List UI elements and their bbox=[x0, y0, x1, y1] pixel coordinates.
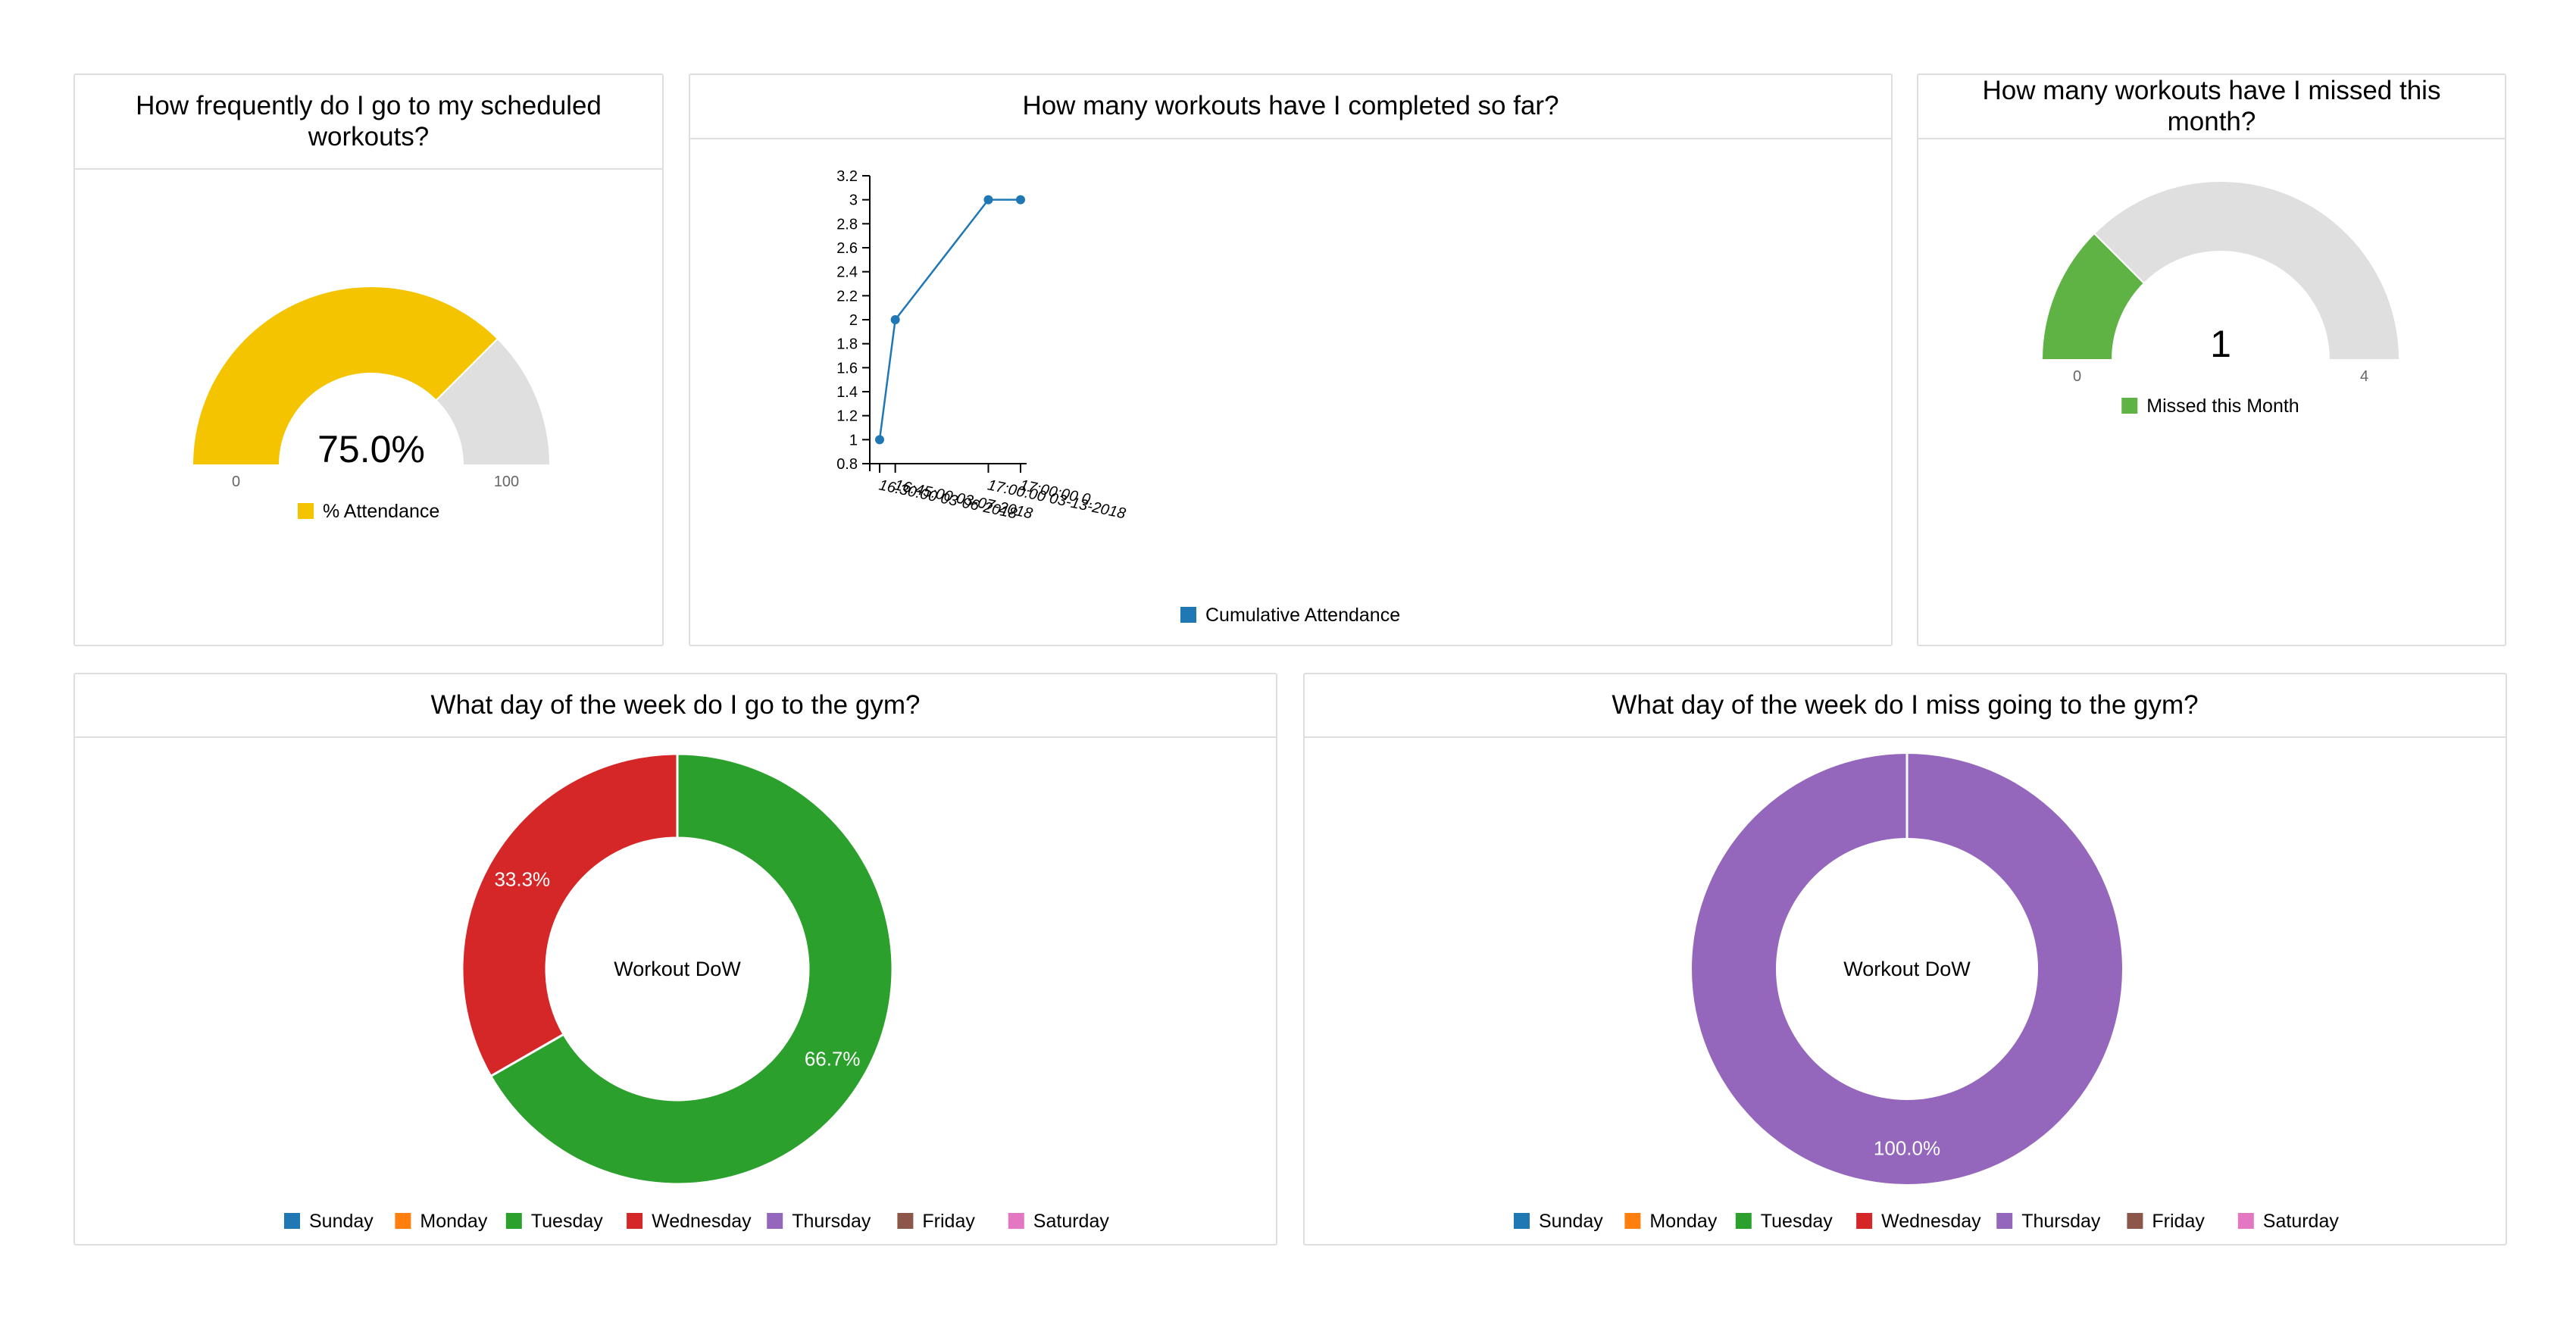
gauge-legend-swatch bbox=[298, 503, 314, 519]
donut-center-label: Workout DoW bbox=[1843, 958, 1971, 980]
gauge-max-label: 4 bbox=[2360, 368, 2368, 385]
donut-slice bbox=[461, 752, 679, 1078]
legend-swatch bbox=[1008, 1213, 1024, 1229]
missed-card-title: How many workouts have I missed this mon… bbox=[1918, 75, 2505, 139]
donut-center-label: Workout DoW bbox=[614, 958, 741, 980]
completed-card-title: How many workouts have I completed so fa… bbox=[690, 75, 1891, 139]
legend-swatch bbox=[2127, 1213, 2143, 1229]
y-tick-label: 1.2 bbox=[836, 408, 858, 425]
gauge-legend-label: Missed this Month bbox=[2146, 395, 2299, 417]
attendance-card-body: 75.0% 0 100 % Attendance bbox=[75, 170, 662, 645]
y-tick-label: 1 bbox=[849, 432, 858, 449]
legend-swatch bbox=[1624, 1213, 1641, 1229]
series-point bbox=[1016, 195, 1025, 205]
gauge-max-label: 100 bbox=[494, 474, 519, 490]
y-tick-label: 3 bbox=[849, 192, 858, 209]
attendance-gauge-chart: 75.0% 0 100 % Attendance bbox=[191, 286, 552, 522]
attendance-card-title: How frequently do I go to my scheduled w… bbox=[75, 75, 662, 170]
dow-go-donut-chart: 66.7% 33.3% Workout DoW Sunday Monday Tuesday… bbox=[284, 752, 1110, 1232]
dow-miss-card-title: What day of the week do I miss going to … bbox=[1305, 674, 2506, 738]
legend-label: Cumulative Attendance bbox=[1205, 605, 1400, 626]
legend-swatch bbox=[2237, 1213, 2254, 1229]
missed-card: How many workouts have I missed this mon… bbox=[1917, 73, 2506, 646]
series-point bbox=[983, 195, 993, 205]
gauge-value-label: 75.0% bbox=[317, 428, 425, 470]
legend-label: Sunday bbox=[309, 1211, 374, 1232]
missed-card-body: 1 0 4 Missed this Month bbox=[1918, 139, 2505, 645]
donut-slice-label: 33.3% bbox=[494, 868, 550, 891]
series-point bbox=[875, 435, 884, 445]
legend-label: Friday bbox=[922, 1211, 975, 1232]
legend-label: Tuesday bbox=[531, 1211, 603, 1232]
legend-swatch bbox=[1856, 1213, 1873, 1229]
y-tick-label: 2.2 bbox=[836, 288, 858, 305]
donut-slice bbox=[1691, 754, 2122, 1184]
legend-label: Thursday bbox=[2021, 1211, 2101, 1232]
legend-label: Friday bbox=[2152, 1211, 2205, 1232]
legend-swatch bbox=[627, 1213, 643, 1229]
legend-swatch bbox=[1514, 1213, 1530, 1229]
legend-label: Thursday bbox=[792, 1211, 871, 1232]
donut-slice-label: 66.7% bbox=[805, 1047, 861, 1070]
gauge-remainder-arc bbox=[2093, 180, 2401, 361]
dow-go-card-body: 66.7% 33.3% Workout DoW Sunday Monday Tuesday… bbox=[75, 738, 1276, 1244]
series-point bbox=[890, 315, 900, 324]
gauge-min-label: 0 bbox=[232, 474, 240, 490]
donut-slice-label: 100.0% bbox=[1874, 1137, 1940, 1160]
gauge-value-label: 1 bbox=[2210, 323, 2231, 365]
attendance-card: How frequently do I go to my scheduled w… bbox=[73, 73, 664, 646]
y-tick-label: 1.4 bbox=[836, 384, 858, 401]
gauge-legend-swatch bbox=[2121, 398, 2138, 414]
legend-label: Monday bbox=[420, 1211, 487, 1232]
missed-gauge-chart: 1 0 4 Missed this Month bbox=[2040, 180, 2401, 417]
y-tick-label: 2.4 bbox=[836, 264, 858, 281]
legend-label: Saturday bbox=[2263, 1211, 2340, 1232]
legend-swatch bbox=[1180, 607, 1196, 623]
donut-slice bbox=[489, 752, 894, 1186]
gauge-value-arc bbox=[191, 286, 499, 466]
legend-label: Monday bbox=[1649, 1211, 1717, 1232]
cumulative-attendance-line-chart: 0.811.21.41.61.822.22.42.62.833.216:30:0… bbox=[836, 168, 1400, 626]
legend-swatch bbox=[897, 1213, 914, 1229]
gauge-remainder-arc bbox=[435, 337, 552, 466]
y-tick-label: 2.8 bbox=[836, 216, 858, 233]
gauge-legend-label: % Attendance bbox=[323, 501, 439, 522]
y-tick-label: 1.8 bbox=[836, 336, 858, 353]
completed-card-body: 0.8 1 1.2 1.4 1.6 1.8 2 2.2 2.4 2.6 2.8 3 3.2 16:30:0… bbox=[690, 139, 1891, 645]
series-line bbox=[878, 198, 1021, 440]
y-tick-label: 1.6 bbox=[836, 360, 858, 377]
legend-label: Wednesday bbox=[652, 1211, 752, 1232]
y-tick-label: 2 bbox=[849, 312, 858, 329]
y-tick-label: 2.6 bbox=[836, 240, 858, 257]
completed-card: How many workouts have I completed so fa… bbox=[689, 73, 1893, 646]
dow-miss-card-body: 100.0% Workout DoW Sunday Monday Tuesday Wedn… bbox=[1305, 738, 2506, 1244]
legend-swatch bbox=[505, 1213, 522, 1229]
legend-swatch bbox=[767, 1213, 783, 1229]
legend-swatch bbox=[284, 1213, 300, 1229]
legend-label: Tuesday bbox=[1761, 1211, 1833, 1232]
legend-label: Sunday bbox=[1539, 1211, 1603, 1232]
legend-label: Wednesday bbox=[1881, 1211, 1981, 1232]
dow-go-card-title: What day of the week do I go to the gym? bbox=[75, 674, 1276, 738]
dow-go-card: What day of the week do I go to the gym?… bbox=[73, 673, 1277, 1246]
legend-swatch bbox=[1996, 1213, 2013, 1229]
legend-swatch bbox=[1735, 1213, 1752, 1229]
y-tick-label: 3.2 bbox=[836, 168, 858, 185]
gauge-min-label: 0 bbox=[2073, 368, 2081, 385]
legend-label: Saturday bbox=[1033, 1211, 1110, 1232]
dow-miss-donut-chart: 100.0% Workout DoW Sunday Monday Tuesday Wedn… bbox=[1514, 754, 2340, 1232]
y-tick-label: 0.8 bbox=[836, 456, 858, 473]
legend-swatch bbox=[395, 1213, 411, 1229]
dow-miss-card: What day of the week do I miss going to … bbox=[1303, 673, 2507, 1246]
